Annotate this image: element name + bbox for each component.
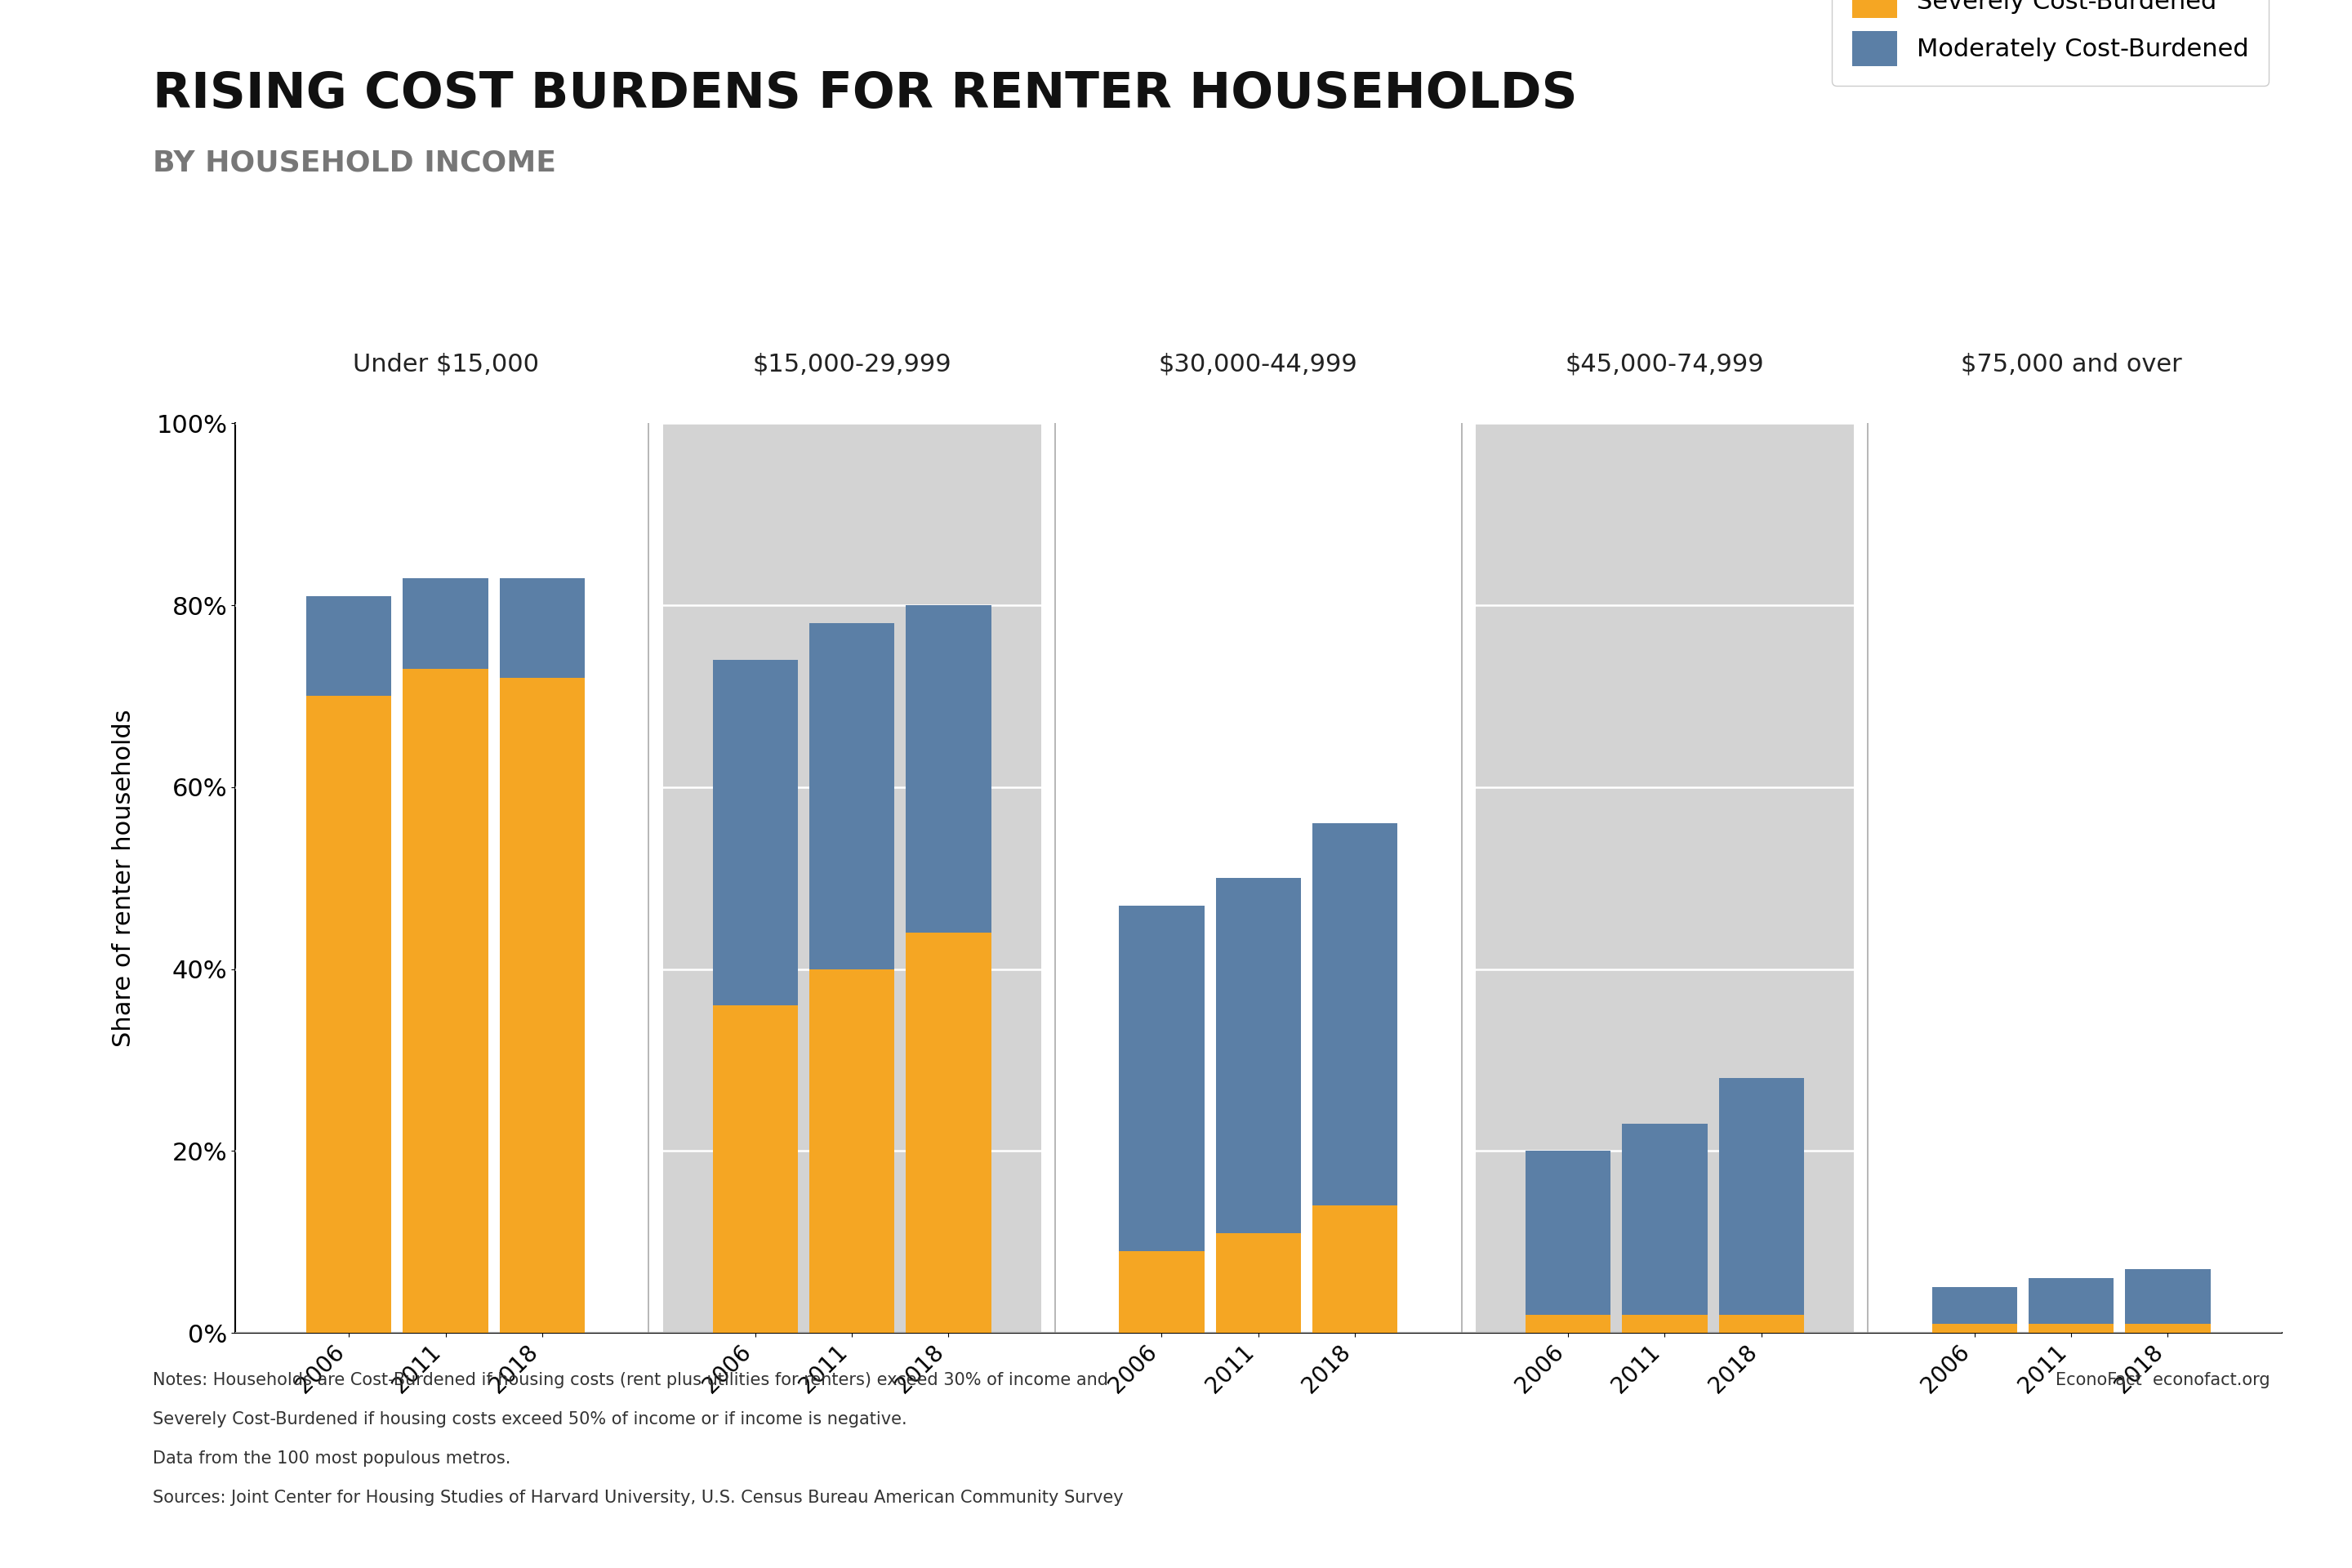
- Bar: [2126, 1269, 2211, 1323]
- Bar: [306, 596, 390, 696]
- Bar: [499, 579, 586, 677]
- Bar: [1719, 1314, 1804, 1333]
- Bar: [1526, 1151, 1611, 1314]
- Text: Sources: Joint Center for Housing Studies of Harvard University, U.S. Census Bur: Sources: Joint Center for Housing Studie…: [153, 1490, 1124, 1505]
- Y-axis label: Share of renter households: Share of renter households: [113, 709, 136, 1047]
- Text: EconoFact  econofact.org: EconoFact econofact.org: [2056, 1372, 2270, 1388]
- Bar: [906, 933, 990, 1333]
- Bar: [402, 579, 489, 670]
- Bar: [2027, 1323, 2114, 1333]
- Bar: [1120, 1251, 1204, 1333]
- Text: $30,000-44,999: $30,000-44,999: [1160, 353, 1357, 376]
- Bar: [1216, 878, 1301, 1232]
- Bar: [1312, 823, 1397, 1206]
- Bar: [1475, 423, 1853, 1333]
- Bar: [713, 660, 797, 1005]
- Bar: [1931, 1323, 2018, 1333]
- Text: $75,000 and over: $75,000 and over: [1962, 353, 2183, 376]
- Bar: [663, 423, 1042, 1333]
- Bar: [1623, 1124, 1708, 1314]
- Bar: [1216, 1232, 1301, 1333]
- Bar: [906, 605, 990, 933]
- Text: BY HOUSEHOLD INCOME: BY HOUSEHOLD INCOME: [153, 149, 557, 177]
- Text: Data from the 100 most populous metros.: Data from the 100 most populous metros.: [153, 1450, 510, 1466]
- Bar: [306, 696, 390, 1333]
- Bar: [809, 969, 894, 1333]
- Text: Notes: Households are Cost-Burdened if housing costs (rent plus utilities for re: Notes: Households are Cost-Burdened if h…: [153, 1372, 1108, 1388]
- Bar: [402, 670, 489, 1333]
- Bar: [499, 677, 586, 1333]
- Text: $45,000-74,999: $45,000-74,999: [1564, 353, 1764, 376]
- Bar: [809, 624, 894, 969]
- Bar: [1719, 1079, 1804, 1314]
- Bar: [2126, 1323, 2211, 1333]
- Text: Severely Cost-Burdened if housing costs exceed 50% of income or if income is neg: Severely Cost-Burdened if housing costs …: [153, 1411, 908, 1427]
- Legend: Severely Cost-Burdened, Moderately Cost-Burdened: Severely Cost-Burdened, Moderately Cost-…: [1832, 0, 2270, 86]
- Bar: [1120, 905, 1204, 1251]
- Text: Under $15,000: Under $15,000: [353, 353, 539, 376]
- Bar: [1312, 1206, 1397, 1333]
- Bar: [2027, 1278, 2114, 1323]
- Text: $15,000-29,999: $15,000-29,999: [753, 353, 953, 376]
- Bar: [1623, 1314, 1708, 1333]
- Bar: [713, 1005, 797, 1333]
- Text: RISING COST BURDENS FOR RENTER HOUSEHOLDS: RISING COST BURDENS FOR RENTER HOUSEHOLD…: [153, 71, 1578, 119]
- Bar: [1526, 1314, 1611, 1333]
- Bar: [1931, 1287, 2018, 1323]
